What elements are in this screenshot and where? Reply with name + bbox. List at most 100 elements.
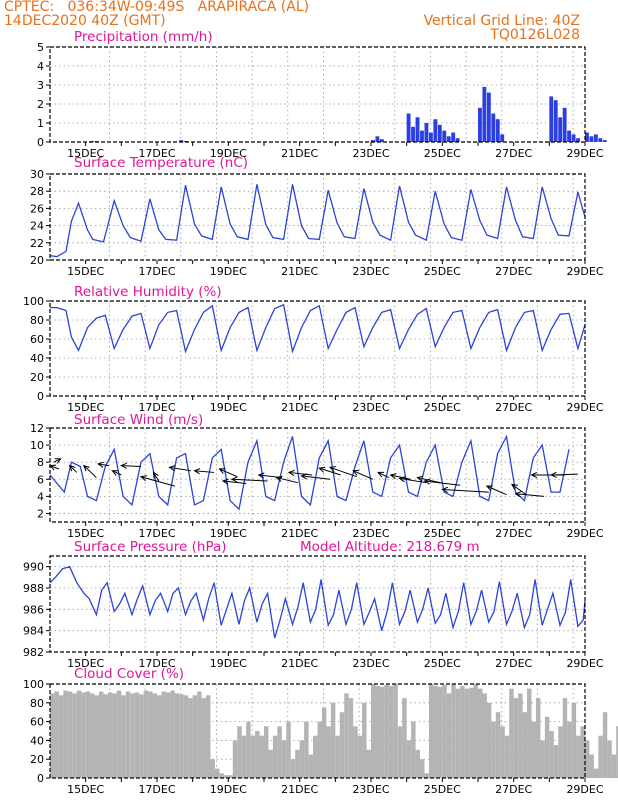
bar — [344, 693, 349, 778]
y-tick-label: 2 — [37, 507, 44, 520]
bar — [371, 684, 376, 778]
wind-arrow — [329, 466, 357, 478]
bar — [402, 698, 407, 778]
bar — [549, 96, 554, 142]
bar — [535, 698, 541, 778]
bar — [268, 749, 273, 778]
bar — [482, 693, 487, 778]
bar — [281, 740, 287, 778]
wind-arrow — [390, 474, 411, 480]
bar — [598, 138, 603, 142]
bar — [437, 686, 443, 778]
bar — [246, 721, 251, 778]
bar — [411, 721, 416, 778]
x-tick-label: 19DEC — [210, 783, 247, 796]
panel-title: Cloud Cover (%) — [74, 666, 184, 682]
bar — [491, 113, 496, 142]
bar — [357, 735, 363, 778]
bar — [558, 726, 563, 778]
wind-arrow-head — [318, 466, 326, 473]
wind-arrow-head — [510, 483, 518, 490]
bar — [295, 749, 300, 778]
wind-arrow-head — [416, 475, 424, 482]
bar — [326, 726, 331, 778]
bar — [362, 702, 367, 778]
bar — [330, 702, 336, 778]
bar — [250, 735, 256, 778]
wind-arrow-head — [275, 475, 283, 482]
wind-arrow — [377, 471, 390, 479]
header-code: TQ0126L028 — [490, 27, 580, 43]
wind-arrow — [442, 489, 489, 493]
x-tick-label: 25DEC — [424, 783, 461, 796]
bar — [509, 688, 514, 778]
bar — [455, 688, 461, 778]
wind-arrow — [352, 470, 373, 480]
y-tick-label: 12 — [30, 422, 44, 435]
bar — [272, 735, 278, 778]
bar — [571, 134, 576, 142]
wind-arrow-head — [152, 471, 159, 479]
y-tick-label: 24 — [30, 220, 44, 233]
bar — [500, 726, 505, 778]
bar — [415, 117, 420, 142]
wind-arrow — [169, 466, 191, 472]
bar — [491, 721, 496, 778]
x-tick-label: 19DEC — [210, 657, 247, 670]
bar — [90, 693, 95, 778]
bar — [99, 691, 104, 778]
x-tick-label: 25DEC — [424, 147, 461, 160]
y-tick-label: 60 — [30, 333, 44, 346]
bar — [433, 119, 438, 142]
bar — [112, 693, 117, 778]
wind-arrow-head — [68, 464, 76, 472]
wind-arrow — [222, 480, 247, 485]
x-tick-label: 27DEC — [495, 657, 532, 670]
y-tick-label: 60 — [30, 716, 44, 729]
wind-arrow-head — [120, 462, 127, 469]
panel-title: Surface Wind (m/s) — [74, 412, 203, 428]
x-tick-label: 23DEC — [352, 783, 389, 796]
y-tick-label: 2 — [37, 98, 44, 111]
wind-arrow-head — [257, 472, 265, 479]
bar — [478, 107, 482, 142]
bar — [161, 691, 166, 778]
bar — [558, 117, 563, 142]
wind-arrow — [399, 477, 427, 484]
bar — [562, 698, 568, 778]
panel-0: Precipitation (mm/h) 15DEC 17DEC 19DEC 21DEC… — [37, 29, 607, 160]
panel-title: Relative Humidity (%) — [74, 284, 222, 300]
wind-arrow — [49, 465, 60, 470]
y-tick-label: 80 — [30, 697, 44, 710]
bar — [290, 759, 296, 778]
bar — [317, 721, 322, 778]
bar — [562, 107, 567, 142]
bar — [602, 140, 607, 142]
bar — [451, 132, 456, 142]
bar — [593, 134, 598, 142]
panel-frame — [49, 46, 586, 143]
y-tick-label: 22 — [30, 237, 44, 250]
wind-arrow — [288, 471, 313, 476]
bar — [379, 139, 384, 142]
bar — [393, 684, 398, 778]
bar — [139, 694, 144, 778]
bar — [611, 754, 617, 778]
y-tick-label: 990 — [23, 561, 44, 574]
bar — [107, 692, 113, 778]
x-tick-label: 23DEC — [352, 657, 389, 670]
wind-arrow — [194, 470, 215, 473]
y-tick-label: 988 — [23, 582, 44, 595]
panel-frame — [49, 300, 586, 397]
wind-arrow-head — [168, 465, 176, 472]
bar — [500, 134, 505, 142]
x-tick-label: 17DEC — [138, 265, 175, 278]
x-tick-label: 27DEC — [495, 147, 532, 160]
wind-arrow-head — [218, 468, 226, 474]
bar — [130, 693, 135, 778]
bar — [580, 726, 585, 778]
x-tick-label: 15DEC — [67, 401, 104, 414]
x-tick-label: 21DEC — [281, 657, 318, 670]
x-tick-label: 29DEC — [566, 147, 603, 160]
